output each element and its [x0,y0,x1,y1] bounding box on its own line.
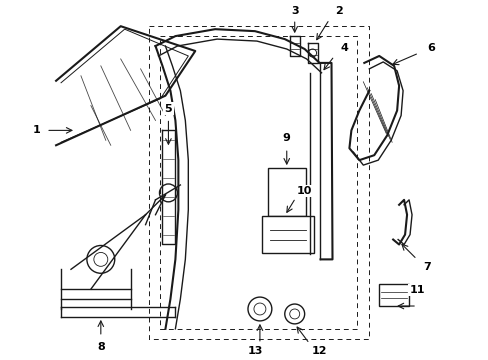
Text: 9: 9 [282,133,290,143]
Text: 5: 5 [164,104,172,113]
Text: 1: 1 [32,125,40,135]
Text: 8: 8 [97,342,104,352]
Text: 12: 12 [311,346,326,356]
Text: 6: 6 [426,43,434,53]
Text: 7: 7 [422,262,430,272]
Text: 2: 2 [335,6,343,16]
Bar [267,168,305,216]
Bar [379,284,408,306]
Text: 4: 4 [340,43,347,53]
Text: 11: 11 [408,285,424,295]
Text: 13: 13 [247,346,262,356]
Bar [262,216,313,253]
Text: 3: 3 [290,6,298,16]
Text: 10: 10 [296,186,312,196]
